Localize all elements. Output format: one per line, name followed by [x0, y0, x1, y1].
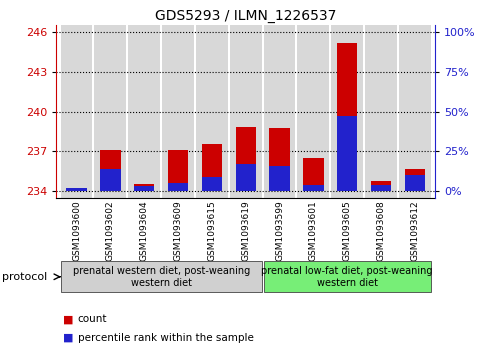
Bar — [128, 25, 160, 198]
Bar — [94, 25, 126, 198]
Bar — [229, 25, 261, 198]
Bar — [331, 25, 363, 198]
Bar — [100, 169, 120, 191]
Bar — [167, 183, 188, 191]
Text: protocol: protocol — [2, 272, 48, 282]
Bar — [365, 25, 396, 198]
Bar — [370, 185, 390, 191]
Bar — [167, 150, 188, 191]
Bar — [297, 25, 328, 198]
Bar — [398, 25, 430, 198]
Bar — [269, 166, 289, 191]
Bar — [336, 117, 357, 191]
Bar — [303, 158, 323, 191]
Bar — [263, 25, 295, 198]
Bar — [336, 43, 357, 191]
Bar — [303, 185, 323, 191]
Bar — [162, 25, 194, 198]
Text: count: count — [78, 314, 107, 325]
Bar — [202, 144, 222, 191]
Text: prenatal western diet, post-weaning
western diet: prenatal western diet, post-weaning west… — [72, 266, 249, 287]
Title: GDS5293 / ILMN_1226537: GDS5293 / ILMN_1226537 — [155, 9, 336, 23]
Bar — [100, 150, 120, 191]
Text: prenatal low-fat diet, post-weaning
western diet: prenatal low-fat diet, post-weaning west… — [261, 266, 432, 287]
Text: ■: ■ — [63, 333, 73, 343]
Bar — [134, 184, 154, 191]
Bar — [196, 25, 227, 198]
Bar — [404, 169, 424, 191]
Bar — [66, 188, 86, 191]
Bar — [61, 25, 92, 198]
Bar — [235, 164, 255, 191]
Bar — [404, 175, 424, 191]
Bar — [269, 128, 289, 191]
Bar — [202, 177, 222, 191]
Text: ■: ■ — [63, 314, 73, 325]
Bar — [134, 187, 154, 191]
Bar — [66, 188, 86, 191]
Text: percentile rank within the sample: percentile rank within the sample — [78, 333, 253, 343]
Bar — [235, 127, 255, 191]
Bar — [370, 181, 390, 191]
